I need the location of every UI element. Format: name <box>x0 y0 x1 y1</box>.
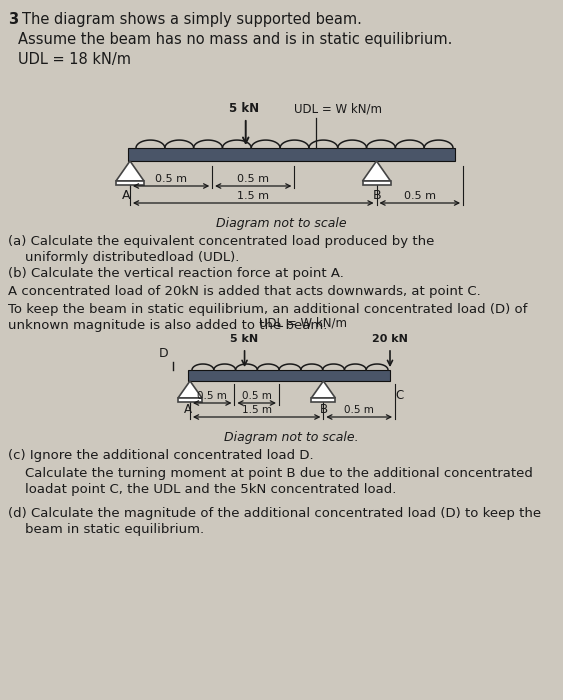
Text: 0.5 m: 0.5 m <box>344 405 374 415</box>
Polygon shape <box>311 381 336 398</box>
Text: Diagram not to scale: Diagram not to scale <box>216 217 347 230</box>
Text: unknown magnitude is also added to the beam.: unknown magnitude is also added to the b… <box>8 319 327 332</box>
Text: UDL = W kN/m: UDL = W kN/m <box>294 102 382 115</box>
Text: A: A <box>122 189 130 202</box>
Bar <box>128 148 455 161</box>
Text: 1.5 m: 1.5 m <box>237 191 269 201</box>
Text: The diagram shows a simply supported beam.: The diagram shows a simply supported bea… <box>22 12 362 27</box>
Text: (b) Calculate the vertical reaction force at point A.: (b) Calculate the vertical reaction forc… <box>8 267 344 280</box>
Text: A: A <box>184 403 192 416</box>
Text: 0.5 m: 0.5 m <box>155 174 187 184</box>
Polygon shape <box>178 381 202 398</box>
Text: B: B <box>320 403 328 416</box>
Bar <box>178 398 202 402</box>
Text: Assume the beam has no mass and is in static equilibrium.: Assume the beam has no mass and is in st… <box>18 32 453 47</box>
Bar <box>116 181 144 185</box>
Text: 0.5 m: 0.5 m <box>197 391 227 401</box>
Polygon shape <box>116 161 144 181</box>
Text: beam in static equilibrium.: beam in static equilibrium. <box>8 523 204 536</box>
Bar <box>311 398 336 402</box>
Text: 5 kN: 5 kN <box>230 334 258 344</box>
Text: C: C <box>395 389 403 402</box>
Text: uniformly distributedload (UDL).: uniformly distributedload (UDL). <box>8 251 239 264</box>
Text: To keep the beam in static equilibrium, an additional concentrated load (D) of: To keep the beam in static equilibrium, … <box>8 303 528 316</box>
Text: B: B <box>373 189 382 202</box>
Text: 0.5 m: 0.5 m <box>237 174 269 184</box>
Text: 20 kN: 20 kN <box>372 334 408 344</box>
Text: (c) Ignore the additional concentrated load D.: (c) Ignore the additional concentrated l… <box>8 449 314 462</box>
Text: (a) Calculate the equivalent concentrated load produced by the: (a) Calculate the equivalent concentrate… <box>8 235 435 248</box>
Text: 0.5 m: 0.5 m <box>404 191 436 201</box>
Text: UDL = 18 kN/m: UDL = 18 kN/m <box>18 52 131 67</box>
Text: UDL = W kN/m: UDL = W kN/m <box>259 317 347 330</box>
Text: (d) Calculate the magnitude of the additional concentrated load (D) to keep the: (d) Calculate the magnitude of the addit… <box>8 507 541 520</box>
Text: loadat point C, the UDL and the 5kN concentrated load.: loadat point C, the UDL and the 5kN conc… <box>8 483 396 496</box>
Text: 3: 3 <box>8 12 18 27</box>
Text: D: D <box>158 347 168 360</box>
Text: 1.5 m: 1.5 m <box>242 405 272 415</box>
Text: Calculate the turning moment at point B due to the additional concentrated: Calculate the turning moment at point B … <box>8 467 533 480</box>
Polygon shape <box>363 161 391 181</box>
Text: Diagram not to scale.: Diagram not to scale. <box>224 431 359 444</box>
Bar <box>363 181 391 185</box>
Text: 5 kN: 5 kN <box>229 102 259 115</box>
Bar <box>188 370 390 381</box>
Text: A concentrated load of 20kN is added that acts downwards, at point C.: A concentrated load of 20kN is added tha… <box>8 285 481 298</box>
Text: 0.5 m: 0.5 m <box>242 391 271 401</box>
